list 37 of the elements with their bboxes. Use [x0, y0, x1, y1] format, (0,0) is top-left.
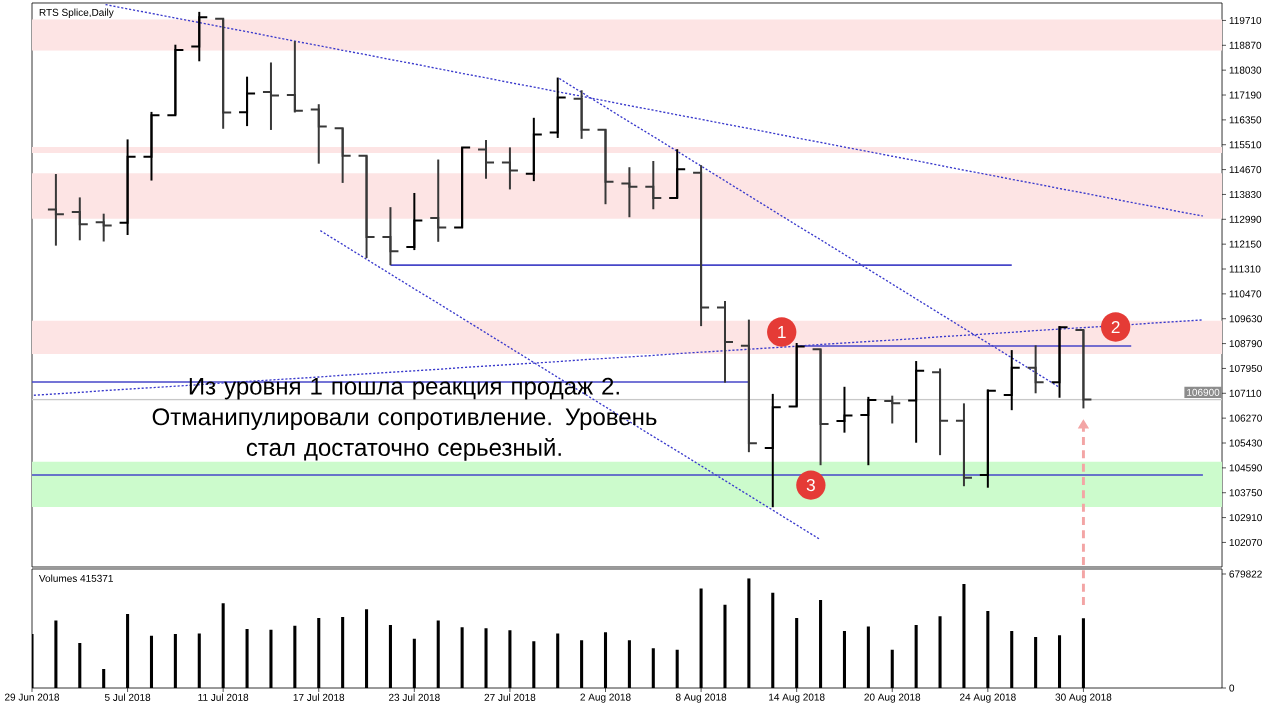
y-tick-label: 111310: [1229, 265, 1261, 273]
y-tick-label: 114670: [1229, 166, 1262, 174]
y-tick-label: 103750: [1229, 489, 1262, 497]
y-tick-label: 105430: [1229, 439, 1262, 447]
y-tick-label: 108790: [1229, 340, 1262, 348]
x-tick-label: 5 Jul 2018: [104, 693, 151, 701]
x-tick-label: 2 Aug 2018: [580, 693, 631, 703]
x-tick-label: 20 Aug 2018: [864, 693, 921, 703]
y-tick-label: 113830: [1229, 190, 1262, 198]
y-tick-label: 112990: [1229, 215, 1262, 223]
x-tick-label: 17 Jul 2018: [293, 693, 345, 701]
x-tick-label: 27 Jul 2018: [484, 693, 536, 701]
y-tick-label: 119710: [1229, 16, 1262, 24]
y-tick-label: 110470: [1229, 290, 1262, 298]
x-tick-label: 30 Aug 2018: [1055, 693, 1112, 703]
y-tick-label: 107950: [1229, 364, 1262, 372]
x-tick-label: 8 Aug 2018: [675, 693, 727, 703]
y-tick-label: 109630: [1229, 315, 1262, 323]
y-tick-label: 116350: [1229, 116, 1262, 124]
y-tick-label: 107110: [1229, 389, 1262, 397]
y-tick-label: 679822: [1229, 570, 1262, 578]
y-tick-label: 117190: [1229, 91, 1262, 99]
x-tick-label: 29 Jun 2018: [4, 693, 60, 701]
y-tick-label: 104590: [1229, 464, 1262, 472]
x-tick-label: 24 Aug 2018: [959, 693, 1016, 703]
y-tick-label: 112150: [1229, 240, 1262, 248]
y-tick-label: 106270: [1229, 414, 1262, 422]
y-tick-label: 102910: [1229, 514, 1262, 522]
y-tick-label: 115510: [1229, 141, 1262, 149]
x-tick-label: 14 Aug 2018: [769, 693, 825, 703]
x-tick-label: 11 Jul 2018: [198, 693, 249, 701]
x-tick-label: 23 Jul 2018: [388, 693, 440, 701]
y-tick-label: 0: [1229, 684, 1235, 692]
y-tick-label: 102070: [1229, 538, 1262, 546]
chart-title: Volumes 415371: [38, 574, 113, 582]
y-tick-label: 118030: [1229, 66, 1262, 74]
y-tick-label: 118870: [1229, 41, 1262, 49]
